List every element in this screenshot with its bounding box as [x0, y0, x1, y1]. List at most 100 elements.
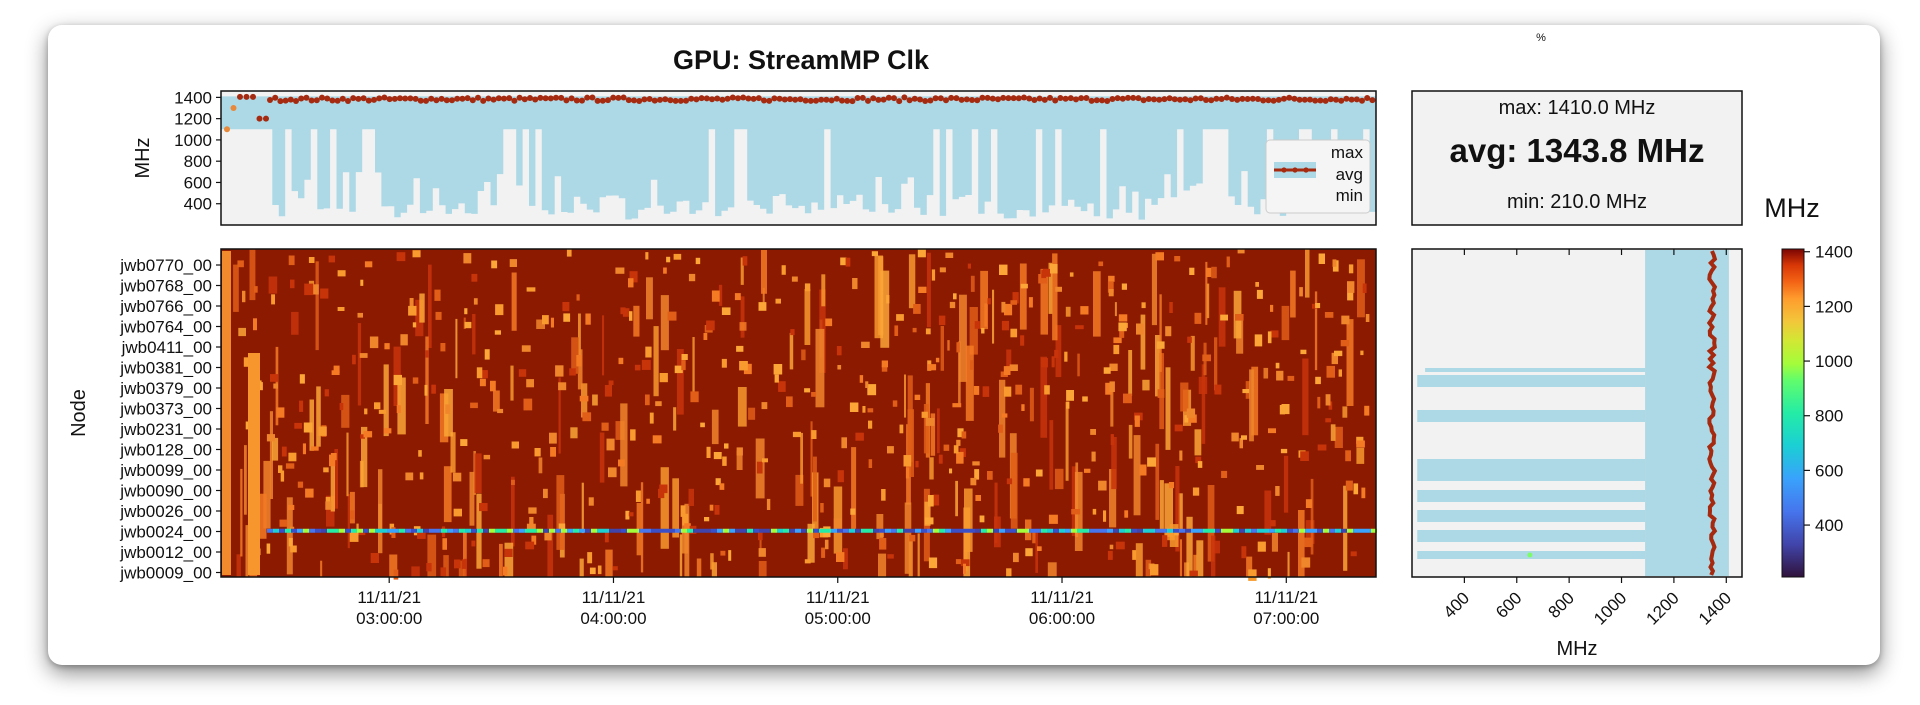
heat-cell [288, 537, 293, 547]
heat-cell [1165, 367, 1171, 450]
avg-point [345, 98, 351, 104]
heat-cell [907, 375, 913, 463]
avg-point [724, 95, 731, 102]
low-cell [1329, 528, 1335, 533]
stats-frame [1411, 90, 1743, 226]
heat-cell [974, 469, 980, 480]
time-tick-time: 06:00:00 [1029, 609, 1095, 628]
heat-cell [509, 259, 517, 267]
low-cell [1209, 528, 1215, 533]
avg-point [922, 98, 929, 104]
low-cell [447, 528, 453, 533]
low-cell [729, 528, 735, 533]
heat-cell [1128, 350, 1133, 396]
avg-point [319, 94, 325, 101]
avg-point [1140, 97, 1147, 104]
avg-point [313, 97, 320, 104]
avg-point [1359, 97, 1365, 104]
node-label: jwb0373_00 [119, 400, 212, 419]
avg-point [953, 95, 960, 102]
heat-cell [646, 498, 650, 504]
heat-cell [526, 379, 534, 388]
heat-cell [963, 563, 966, 574]
heat-cell [440, 343, 446, 352]
avg-point [303, 94, 310, 101]
node-label: jwb0768_00 [119, 277, 212, 296]
heat-cell [840, 257, 847, 266]
low-cell [825, 528, 831, 533]
heat-cell [938, 454, 943, 464]
heat-cell [1332, 259, 1337, 267]
heat-cell [1202, 354, 1211, 362]
side-bar [1417, 375, 1646, 387]
figure: GPU: StreamMP Clk % 400 600 800 1000 1200 140… [68, 32, 1853, 660]
heat-cell [924, 517, 934, 525]
heat-cell [740, 296, 745, 338]
heat-cell [1049, 420, 1054, 490]
heat-cell [330, 456, 335, 512]
side-point [1527, 552, 1533, 558]
timeline-y-tick-label: 1000 [174, 131, 212, 150]
avg-point [464, 95, 471, 102]
heat-cell [563, 313, 571, 322]
low-cell [615, 528, 621, 533]
avg-point [729, 94, 736, 101]
heat-cell [1109, 381, 1115, 392]
avg-point [272, 94, 279, 101]
low-cell [753, 528, 759, 533]
avg-point [1343, 95, 1350, 102]
heat-cell [1123, 393, 1132, 404]
heat-cell [435, 311, 442, 320]
heat-cell [949, 301, 956, 309]
avg-point [1166, 95, 1173, 102]
min-area [221, 129, 1376, 225]
heat-cell [1189, 570, 1198, 577]
time-tick-date: 11/11/21 [357, 588, 421, 607]
heat-cell [960, 559, 970, 567]
avg-point [516, 94, 523, 101]
avg-point [1353, 96, 1360, 103]
avg-point [1296, 96, 1303, 103]
avg-point [823, 96, 830, 103]
heat-cell [320, 560, 323, 577]
avg-point [1026, 95, 1033, 102]
heat-cell [547, 514, 554, 577]
avg-point [495, 95, 502, 102]
low-cell [687, 528, 693, 533]
heat-cell [479, 503, 488, 512]
low-cell [1245, 528, 1251, 533]
heat-cell [715, 478, 721, 486]
low-cell [1221, 528, 1227, 533]
heat-cell [1364, 405, 1370, 416]
node-label: jwb0381_00 [119, 359, 212, 378]
heat-cell [1356, 447, 1365, 464]
heat-cell [454, 559, 461, 569]
heat-cell [1334, 350, 1343, 357]
avg-point [475, 94, 481, 101]
low-cell [1035, 528, 1041, 533]
avg-point [1260, 97, 1267, 104]
avg-point [672, 97, 679, 104]
low-cell [1065, 528, 1071, 533]
node-label: jwb0231_00 [119, 420, 212, 439]
heat-cell [328, 255, 335, 263]
heat-cell [346, 432, 349, 497]
low-cell [891, 528, 897, 533]
heat-cell [405, 472, 414, 481]
stat-avg: avg: 1343.8 MHz [1450, 132, 1705, 169]
heat-cell [1080, 306, 1089, 315]
avg-point [620, 94, 627, 101]
heat-cell [443, 466, 452, 523]
avg-point [568, 95, 575, 102]
avg-point [839, 97, 845, 104]
heat-cell [326, 495, 335, 527]
low-cell [693, 528, 699, 533]
heat-cell [236, 554, 241, 577]
low-cell [459, 528, 465, 533]
heat-cell [774, 374, 779, 383]
heat-cell [1242, 389, 1250, 394]
heat-cell [645, 394, 650, 406]
avg-point [558, 94, 565, 101]
avg-point [766, 97, 773, 104]
avg-point [350, 95, 357, 102]
